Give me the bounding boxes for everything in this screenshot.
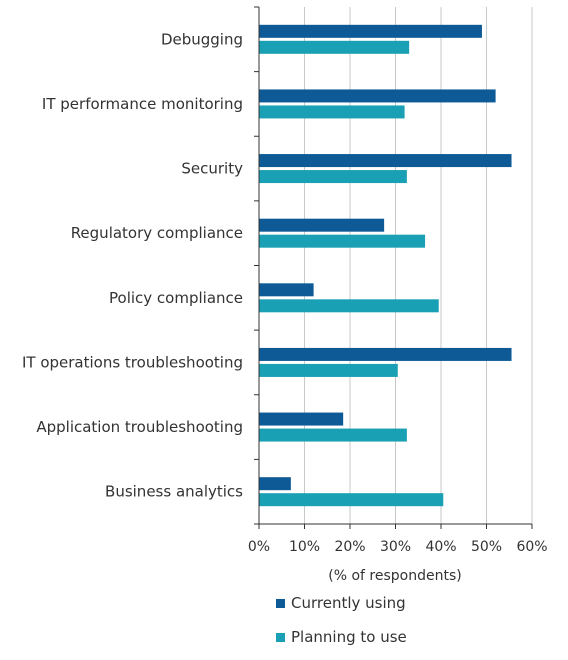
x-tick-label: 60% (516, 539, 547, 555)
bars (259, 24, 512, 507)
legend-swatch-planning-to-use (276, 632, 285, 642)
x-tick-label: 50% (471, 539, 502, 555)
legend-label-currently-using: Currently using (291, 594, 406, 612)
legend: Currently using Planning to use (276, 592, 407, 660)
bar-currently-using-application-troubleshooting (259, 412, 344, 426)
category-label-security: Security (181, 160, 243, 178)
x-tick-label: 40% (425, 539, 456, 555)
bar-currently-using-security (259, 154, 512, 168)
x-tick-label: 30% (380, 539, 411, 555)
legend-item-currently-using: Currently using (276, 592, 407, 614)
bar-planning-to-use-business-analytics (259, 493, 444, 507)
category-labels: Debugging IT performance monitoring Securi… (22, 30, 243, 500)
bar-planning-to-use-regulatory-compliance (259, 234, 426, 248)
category-label-it-performance-monitoring: IT performance monitoring (42, 95, 243, 113)
bar-currently-using-debugging (259, 24, 482, 38)
bar-currently-using-policy-compliance (259, 283, 314, 297)
bar-currently-using-it-performance-monitoring (259, 89, 496, 103)
gridlines (304, 7, 533, 524)
category-label-debugging: Debugging (161, 30, 243, 48)
bar-planning-to-use-debugging (259, 40, 410, 54)
category-label-policy-compliance: Policy compliance (109, 289, 243, 307)
category-label-application-troubleshooting: Application troubleshooting (36, 418, 243, 436)
bar-currently-using-it-operations-troubleshooting (259, 347, 512, 361)
bar-planning-to-use-application-troubleshooting (259, 428, 407, 442)
legend-swatch-currently-using (276, 598, 285, 608)
category-label-it-operations-troubleshooting: IT operations troubleshooting (22, 353, 243, 371)
x-axis-title: (% of respondents) (328, 568, 461, 584)
category-label-business-analytics: Business analytics (105, 483, 243, 501)
category-label-regulatory-compliance: Regulatory compliance (71, 224, 243, 242)
bar-currently-using-regulatory-compliance (259, 218, 385, 232)
x-tick-label: 10% (289, 539, 320, 555)
bar-planning-to-use-it-operations-troubleshooting (259, 363, 398, 377)
tick-labels: 0% 10% 20% 30% 40% 50% 60% (248, 539, 548, 555)
bar-planning-to-use-security (259, 170, 407, 184)
bar-planning-to-use-it-performance-monitoring (259, 105, 405, 119)
bar-planning-to-use-policy-compliance (259, 299, 439, 313)
axes (254, 6, 533, 529)
legend-label-planning-to-use: Planning to use (291, 628, 407, 646)
legend-item-planning-to-use: Planning to use (276, 626, 407, 648)
x-tick-label: 20% (334, 539, 365, 555)
bar-currently-using-business-analytics (259, 477, 291, 491)
x-tick-label: 0% (248, 539, 270, 555)
